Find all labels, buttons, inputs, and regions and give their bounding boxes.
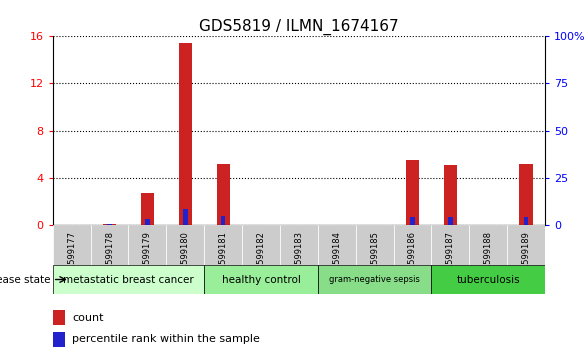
- Bar: [318, 225, 356, 265]
- Bar: [166, 225, 204, 265]
- Bar: [179, 44, 192, 225]
- Bar: [431, 265, 545, 294]
- Bar: [128, 225, 166, 265]
- Text: GSM1599185: GSM1599185: [370, 231, 379, 287]
- Bar: [448, 217, 452, 225]
- Text: GSM1599177: GSM1599177: [67, 231, 76, 287]
- Bar: [141, 193, 154, 225]
- Bar: [53, 310, 65, 325]
- Bar: [356, 225, 394, 265]
- Text: GSM1599181: GSM1599181: [219, 231, 227, 287]
- Bar: [524, 217, 529, 225]
- Bar: [183, 209, 188, 225]
- Text: percentile rank within the sample: percentile rank within the sample: [73, 334, 260, 344]
- Bar: [107, 224, 112, 225]
- Text: GSM1599180: GSM1599180: [180, 231, 190, 287]
- Text: GSM1599188: GSM1599188: [483, 231, 493, 287]
- Bar: [519, 164, 533, 225]
- Bar: [469, 225, 507, 265]
- Bar: [410, 217, 415, 225]
- Bar: [221, 216, 226, 225]
- Bar: [145, 219, 149, 225]
- Bar: [444, 165, 457, 225]
- Bar: [216, 164, 230, 225]
- Text: GSM1599182: GSM1599182: [257, 231, 265, 287]
- Text: disease state: disease state: [0, 274, 51, 285]
- Bar: [406, 160, 419, 225]
- Bar: [204, 265, 318, 294]
- Text: healthy control: healthy control: [222, 274, 301, 285]
- Bar: [103, 224, 116, 225]
- Bar: [53, 225, 91, 265]
- Bar: [204, 225, 242, 265]
- Text: GSM1599178: GSM1599178: [105, 231, 114, 287]
- Text: tuberculosis: tuberculosis: [456, 274, 520, 285]
- Text: GSM1599187: GSM1599187: [446, 231, 455, 287]
- Bar: [242, 225, 280, 265]
- Title: GDS5819 / ILMN_1674167: GDS5819 / ILMN_1674167: [199, 19, 398, 35]
- Text: metastatic breast cancer: metastatic breast cancer: [63, 274, 194, 285]
- Bar: [280, 225, 318, 265]
- Text: GSM1599189: GSM1599189: [522, 231, 530, 287]
- Text: gram-negative sepsis: gram-negative sepsis: [329, 275, 420, 284]
- Bar: [431, 225, 469, 265]
- Text: count: count: [73, 313, 104, 323]
- Text: GSM1599186: GSM1599186: [408, 231, 417, 287]
- Text: GSM1599183: GSM1599183: [294, 231, 304, 287]
- Bar: [53, 332, 65, 347]
- Bar: [394, 225, 431, 265]
- Bar: [91, 225, 128, 265]
- Bar: [318, 265, 431, 294]
- Text: GSM1599179: GSM1599179: [143, 231, 152, 287]
- Bar: [53, 265, 204, 294]
- Text: GSM1599184: GSM1599184: [332, 231, 341, 287]
- Bar: [507, 225, 545, 265]
